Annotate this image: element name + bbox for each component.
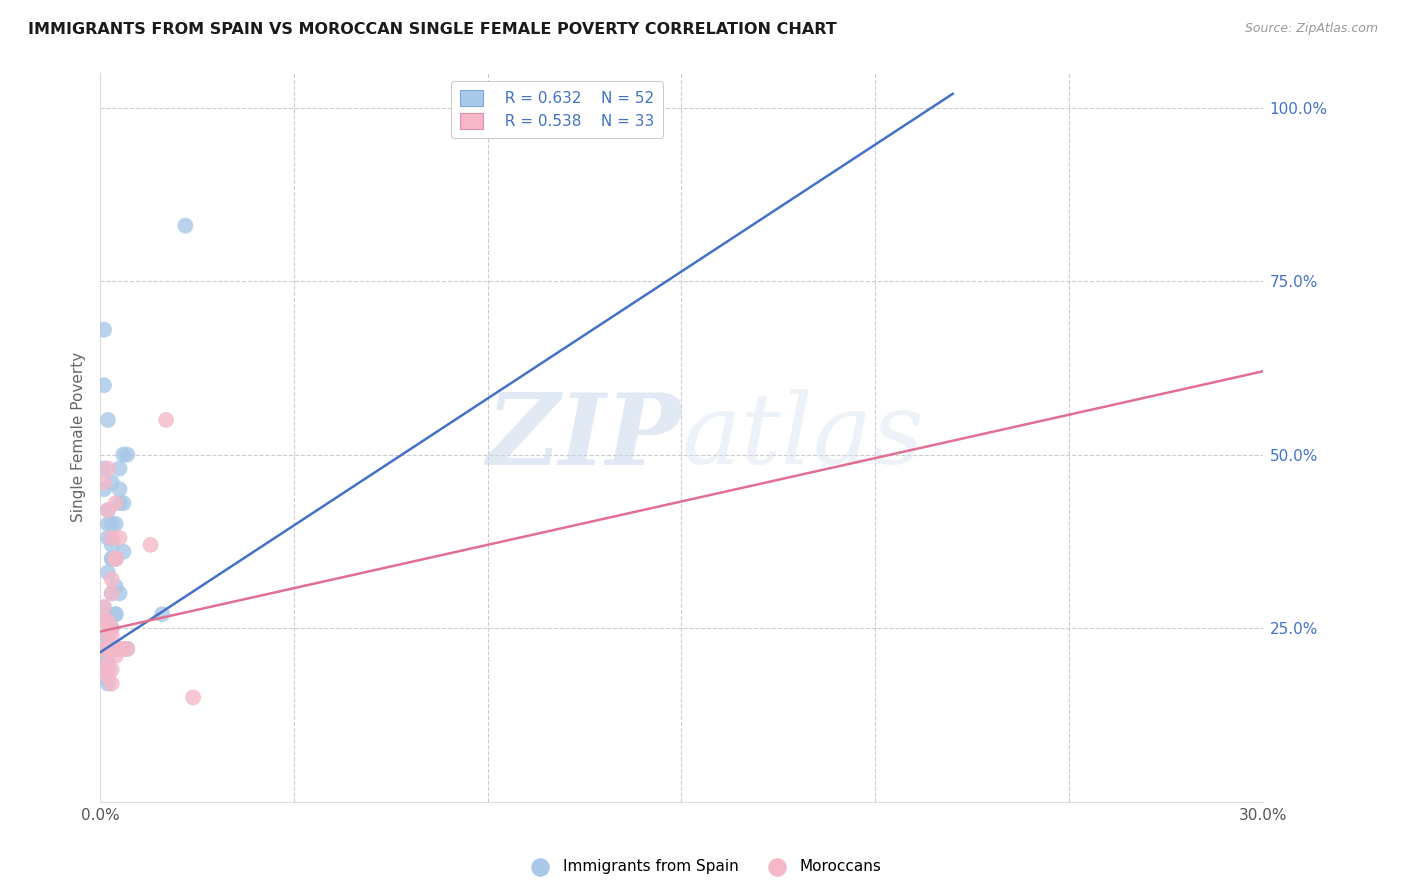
Point [97,461,120,475]
Point [104,579,127,593]
Point [117,641,139,656]
Point [93,600,115,615]
Text: Source: ZipAtlas.com: Source: ZipAtlas.com [1244,22,1378,36]
Point [93,656,115,670]
Point [104,641,127,656]
Point [97,628,120,642]
Point [104,648,127,663]
Point [97,641,120,656]
Point [112,641,135,656]
Point [93,323,115,337]
Point [97,503,120,517]
Point [104,551,127,566]
Point [100,516,122,531]
Point [100,676,122,690]
Point [97,641,120,656]
Point [108,641,131,656]
Point [100,621,122,635]
Point [100,641,122,656]
Point [97,566,120,580]
Point [93,641,115,656]
Point [93,614,115,628]
Point [93,670,115,684]
Point [112,496,135,510]
Point [97,641,120,656]
Point [97,648,120,663]
Point [93,641,115,656]
Point [104,551,127,566]
Point [93,475,115,490]
Point [108,483,131,497]
Point [93,641,115,656]
Point [93,461,115,475]
Point [112,448,135,462]
Point [97,656,120,670]
Point [100,641,122,656]
Point [112,641,135,656]
Point [117,448,139,462]
Point [100,621,122,635]
Point [93,483,115,497]
Point [100,586,122,600]
Point [100,538,122,552]
Point [104,551,127,566]
Point [112,545,135,559]
Point [93,641,115,656]
Point [97,641,120,656]
Point [117,641,139,656]
Point [100,531,122,545]
Legend:   R = 0.632    N = 52,   R = 0.538    N = 33: R = 0.632 N = 52, R = 0.538 N = 33 [451,80,664,138]
Point [174,219,197,233]
Point [104,607,127,622]
Point [100,628,122,642]
Point [93,663,115,677]
Point [139,538,162,552]
Point [97,413,120,427]
Point [97,516,120,531]
Point [93,635,115,649]
Point [97,663,120,677]
Point [97,628,120,642]
Point [100,586,122,600]
Point [108,461,131,475]
Legend: Immigrants from Spain, Moroccans: Immigrants from Spain, Moroccans [519,853,887,880]
Point [181,690,204,705]
Point [150,607,173,622]
Point [97,614,120,628]
Point [108,496,131,510]
Text: atlas: atlas [682,390,924,485]
Point [97,676,120,690]
Point [97,614,120,628]
Point [104,607,127,622]
Text: IMMIGRANTS FROM SPAIN VS MOROCCAN SINGLE FEMALE POVERTY CORRELATION CHART: IMMIGRANTS FROM SPAIN VS MOROCCAN SINGLE… [28,22,837,37]
Point [100,531,122,545]
Point [100,551,122,566]
Point [97,503,120,517]
Point [93,600,115,615]
Point [100,475,122,490]
Point [100,573,122,587]
Point [93,378,115,392]
Point [104,551,127,566]
Point [104,496,127,510]
Point [100,663,122,677]
Point [108,586,131,600]
Point [97,531,120,545]
Point [97,670,120,684]
Y-axis label: Single Female Poverty: Single Female Poverty [72,352,86,523]
Point [108,641,131,656]
Point [100,641,122,656]
Point [155,413,177,427]
Text: ZIP: ZIP [486,389,682,485]
Point [104,516,127,531]
Point [100,551,122,566]
Point [108,531,131,545]
